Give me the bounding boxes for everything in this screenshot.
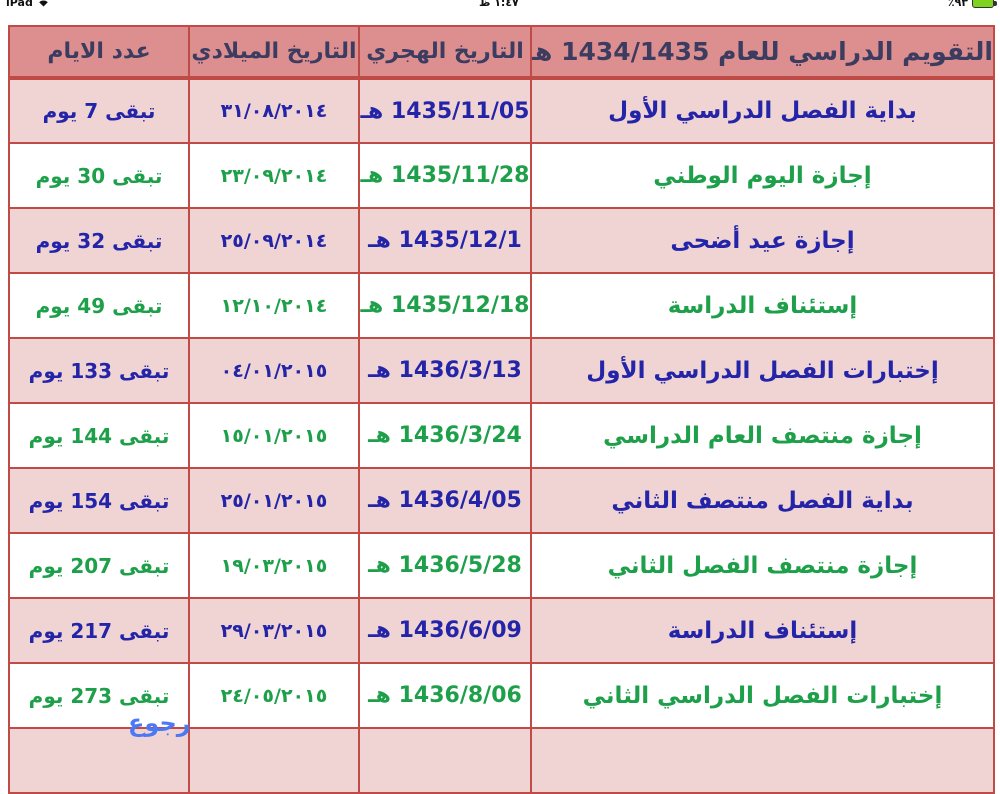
header-gregorian-date: التاريخ الميلادي bbox=[188, 25, 360, 80]
cell-gregorian: ١٢/١٠/٢٠١٤ bbox=[188, 272, 360, 339]
cell-hijri: 1435/12/1 هـ bbox=[358, 207, 532, 274]
cell-hijri: 1436/6/09 هـ bbox=[358, 597, 532, 664]
cell-hijri: 1436/8/06 هـ bbox=[358, 662, 532, 729]
battery-icon bbox=[972, 0, 997, 8]
calendar-row: إجازة اليوم الوطني 1435/11/28 هـ ٢٣/٠٩/٢٠١… bbox=[8, 142, 995, 209]
header-title: التقويم الدراسي للعام 1434/1435 هـ bbox=[530, 25, 995, 80]
calendar-row-partial bbox=[8, 727, 995, 794]
calendar-row: بداية الفصل منتصف الثاني 1436/4/05 هـ ٢٥/٠… bbox=[8, 467, 995, 534]
cell-hijri: 1435/11/05 هـ bbox=[358, 77, 532, 144]
cell-days: تبقى 207 يوم bbox=[8, 532, 190, 599]
header-hijri-date: التاريخ الهجري bbox=[358, 25, 532, 80]
cell-event: إجازة عيد أضحى bbox=[530, 207, 995, 274]
cell-hijri: 1435/12/18 هـ bbox=[358, 272, 532, 339]
cell-event: إستئناف الدراسة bbox=[530, 597, 995, 664]
cell-days: تبقى 30 يوم bbox=[8, 142, 190, 209]
calendar-row: إستئناف الدراسة 1435/12/18 هـ ١٢/١٠/٢٠١٤ تب… bbox=[8, 272, 995, 339]
calendar-row: إجازة منتصف الفصل الثاني 1436/5/28 هـ ١٩/٠… bbox=[8, 532, 995, 599]
cell-event: إختبارات الفصل الدراسي الأول bbox=[530, 337, 995, 404]
cell-days: تبقى 273 يوم bbox=[8, 662, 190, 729]
cell-hijri: 1436/5/28 هـ bbox=[358, 532, 532, 599]
calendar-row: إختبارات الفصل الدراسي الأول 1436/3/13 هـ… bbox=[8, 337, 995, 404]
cell-hijri: 1436/4/05 هـ bbox=[358, 467, 532, 534]
calendar-row: إجازة عيد أضحى 1435/12/1 هـ ٢٥/٠٩/٢٠١٤ تبقى… bbox=[8, 207, 995, 274]
calendar-row: إجازة منتصف العام الدراسي 1436/3/24 هـ ١٥/… bbox=[8, 402, 995, 469]
cell-event: إختبارات الفصل الدراسي الثاني bbox=[530, 662, 995, 729]
calendar-row: إستئناف الدراسة 1436/6/09 هـ ٢٩/٠٣/٢٠١٥ تبق… bbox=[8, 597, 995, 664]
status-bar: iPad ١:٤٧ ظ ٪٩٣ bbox=[0, 0, 1000, 12]
cell-days: تبقى 32 يوم bbox=[8, 207, 190, 274]
cell-gregorian: ١٥/٠١/٢٠١٥ bbox=[188, 402, 360, 469]
cell-days: تبقى 7 يوم bbox=[8, 77, 190, 144]
cell-event: إجازة منتصف الفصل الثاني bbox=[530, 532, 995, 599]
cell-gregorian: ١٩/٠٣/٢٠١٥ bbox=[188, 532, 360, 599]
cell-hijri: 1436/3/24 هـ bbox=[358, 402, 532, 469]
cell-event: بداية الفصل منتصف الثاني bbox=[530, 467, 995, 534]
academic-calendar-table: التقويم الدراسي للعام 1434/1435 هـ التار… bbox=[8, 25, 995, 794]
cell-event: بداية الفصل الدراسي الأول bbox=[530, 77, 995, 144]
calendar-row: بداية الفصل الدراسي الأول 1435/11/05 هـ ٣١… bbox=[8, 77, 995, 144]
header-row: التقويم الدراسي للعام 1434/1435 هـ التار… bbox=[8, 25, 995, 80]
cell-days: تبقى 49 يوم bbox=[8, 272, 190, 339]
cell-event: إستئناف الدراسة bbox=[530, 272, 995, 339]
cell-gregorian: ٢٥/٠١/٢٠١٥ bbox=[188, 467, 360, 534]
cell-days: تبقى 133 يوم bbox=[8, 337, 190, 404]
cell-hijri: 1435/11/28 هـ bbox=[358, 142, 532, 209]
wifi-icon bbox=[37, 0, 50, 7]
cell-days: تبقى 217 يوم bbox=[8, 597, 190, 664]
status-carrier-label: iPad bbox=[6, 0, 33, 9]
empty-cell bbox=[188, 727, 360, 794]
calendar-row: إختبارات الفصل الدراسي الثاني 1436/8/06 ه… bbox=[8, 662, 995, 729]
back-link[interactable]: رجوع bbox=[128, 709, 191, 737]
cell-days: تبقى 144 يوم bbox=[8, 402, 190, 469]
cell-event: إجازة منتصف العام الدراسي bbox=[530, 402, 995, 469]
cell-gregorian: ٢٩/٠٣/٢٠١٥ bbox=[188, 597, 360, 664]
cell-hijri: 1436/3/13 هـ bbox=[358, 337, 532, 404]
cell-gregorian: ٣١/٠٨/٢٠١٤ bbox=[188, 77, 360, 144]
cell-gregorian: ٠٤/٠١/٢٠١٥ bbox=[188, 337, 360, 404]
cell-gregorian: ٢٥/٠٩/٢٠١٤ bbox=[188, 207, 360, 274]
status-time: ١:٤٧ ظ bbox=[478, 0, 519, 9]
empty-cell bbox=[530, 727, 995, 794]
cell-gregorian: ٢٣/٠٩/٢٠١٤ bbox=[188, 142, 360, 209]
header-days-count: عدد الايام bbox=[8, 25, 190, 80]
cell-gregorian: ٢٤/٠٥/٢٠١٥ bbox=[188, 662, 360, 729]
empty-cell bbox=[358, 727, 532, 794]
cell-days: تبقى 154 يوم bbox=[8, 467, 190, 534]
empty-cell bbox=[8, 727, 190, 794]
battery-percent: ٪٩٣ bbox=[947, 0, 968, 9]
cell-event: إجازة اليوم الوطني bbox=[530, 142, 995, 209]
